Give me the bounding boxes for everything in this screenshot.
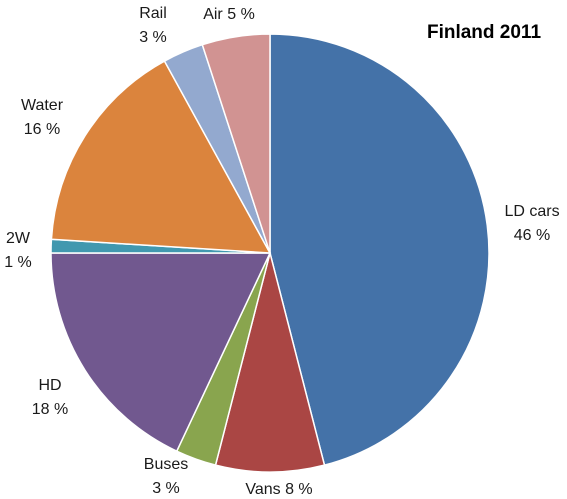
pie-slice-ld-cars <box>269 33 490 467</box>
label-air-name: Air <box>203 6 223 23</box>
label-vans: Vans 8 % <box>245 481 312 498</box>
label-ld-cars-value: 46 % <box>514 227 550 244</box>
pie-slice-water <box>50 60 272 254</box>
chart-title: Finland 2011 <box>427 22 541 43</box>
label-rail-value: 3 % <box>139 29 167 46</box>
label-air: Air 5 % <box>203 6 255 23</box>
label-buses-name: Buses <box>144 456 188 473</box>
label-hd-name: HD <box>38 377 61 394</box>
label-vans-name: Vans <box>245 481 280 498</box>
pie-slice-air <box>201 33 271 254</box>
label-2w-value: 1 % <box>4 254 32 271</box>
label-buses-value: 3 % <box>152 480 180 497</box>
label-air-value: 5 % <box>227 6 255 23</box>
pie-slice-vans <box>214 252 326 473</box>
label-vans-value: 8 % <box>285 481 313 498</box>
pie-slice-hd <box>50 252 272 453</box>
label-rail-name: Rail <box>139 5 167 22</box>
label-water-value: 16 % <box>24 121 60 138</box>
label-water-name: Water <box>21 97 64 114</box>
label-ld-cars-name: LD cars <box>504 203 559 220</box>
label-2w-name: 2W <box>6 230 31 247</box>
pie-slices <box>50 33 490 473</box>
label-hd-value: 18 % <box>32 401 68 418</box>
